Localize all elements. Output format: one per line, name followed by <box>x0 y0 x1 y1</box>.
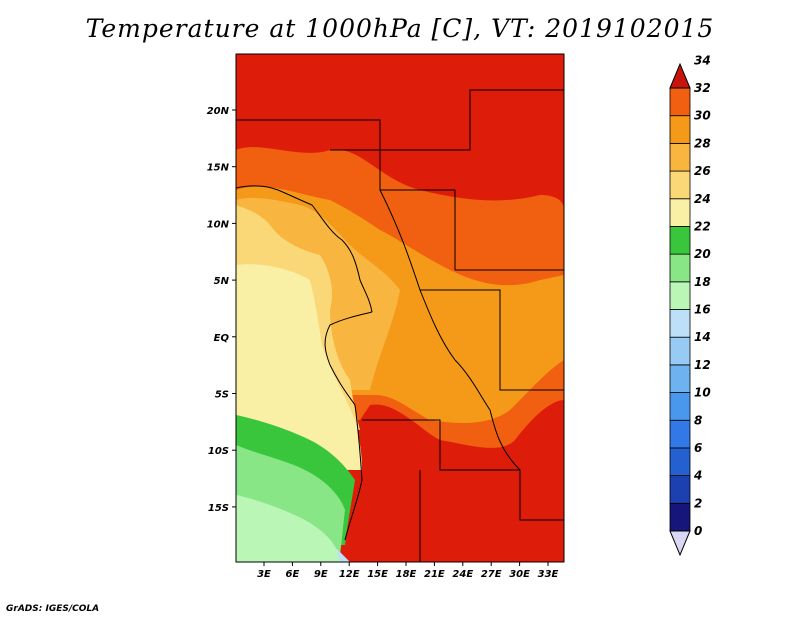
longitude-axis: 3E 6E 9E 12E 15E 18E 21E 24E 27E 30E 33E <box>257 562 559 580</box>
temperature-field <box>236 54 564 562</box>
lat-tick-label: 5S <box>215 390 229 401</box>
lon-tick-label: 15E <box>367 569 388 580</box>
colorbar-segment <box>669 253 691 283</box>
colorbar-label: 28 <box>694 136 711 150</box>
colorbar-segment <box>669 364 691 393</box>
colorbar-label: 2 <box>694 496 702 510</box>
colorbar-max-triangle <box>669 62 691 89</box>
colorbar-segment <box>669 170 691 200</box>
lat-tick-label: 5N <box>214 276 230 287</box>
chart-title: Temperature at 1000hPa [C], VT: 20191020… <box>85 14 715 43</box>
colorbar-label: 18 <box>694 275 711 289</box>
colorbar-segment <box>669 87 691 117</box>
colorbar-segment <box>669 142 691 172</box>
lon-tick-label: 30E <box>509 569 530 580</box>
lon-tick-label: 12E <box>339 569 360 580</box>
footer-credit: GrADS: IGES/COLA <box>6 604 100 614</box>
colorbar-label: 22 <box>694 219 711 233</box>
colorbar-segment <box>669 447 691 477</box>
colorbar-segment <box>669 419 691 449</box>
colorbar-segment <box>669 309 691 338</box>
colorbar-label: 16 <box>694 303 711 317</box>
map-frame <box>235 53 565 563</box>
colorbar-label: 6 <box>694 441 702 455</box>
colorbar-segment <box>669 226 691 255</box>
colorbar-label: 24 <box>694 192 711 206</box>
colorbar-label: 32 <box>694 81 711 95</box>
colorbar-label: 8 <box>694 413 702 427</box>
lat-tick-label: 15N <box>207 163 230 174</box>
colorbar-segment <box>669 392 691 421</box>
lon-tick-label: 21E <box>424 569 445 580</box>
colorbar-segment <box>669 475 691 504</box>
lon-tick-label: 27E <box>481 569 502 580</box>
colorbar-min-triangle <box>669 530 691 557</box>
colorbar-segment <box>669 281 691 310</box>
colorbar-label: 26 <box>694 164 711 178</box>
region-14-16 <box>336 548 350 562</box>
colorbar-label: 30 <box>694 109 711 123</box>
colorbar-label: 0 <box>694 524 702 538</box>
lon-tick-label: 6E <box>286 569 300 580</box>
lon-tick-label: 33E <box>538 569 559 580</box>
lat-tick-label: EQ <box>214 333 230 344</box>
lat-tick-label: 20N <box>207 106 230 117</box>
colorbar-label: 20 <box>694 247 711 261</box>
latitude-axis: 20N 15N 10N 5N EQ 5S 10S 15S <box>207 106 236 514</box>
region-16-18 <box>236 495 342 562</box>
colorbar-segment <box>669 502 691 532</box>
colorbar-label: 14 <box>694 330 711 344</box>
lon-tick-label: 9E <box>314 569 328 580</box>
colorbar-label: 12 <box>694 358 711 372</box>
lat-tick-label: 10S <box>208 446 229 457</box>
country-borders <box>236 89 564 562</box>
colorbar-label: 34 <box>694 53 711 67</box>
lon-tick-label: 18E <box>396 569 417 580</box>
colorbar-label: 4 <box>693 469 702 483</box>
region-22-24 <box>236 264 362 470</box>
lat-tick-label: 15S <box>208 503 229 514</box>
colorbar-label: 10 <box>694 386 711 400</box>
colorbar-segment <box>669 115 691 144</box>
colorbar-segment <box>669 336 691 366</box>
colorbar-segment <box>669 198 691 227</box>
lon-tick-label: 3E <box>257 569 271 580</box>
lon-tick-label: 24E <box>452 569 473 580</box>
lat-tick-label: 10N <box>207 219 230 230</box>
